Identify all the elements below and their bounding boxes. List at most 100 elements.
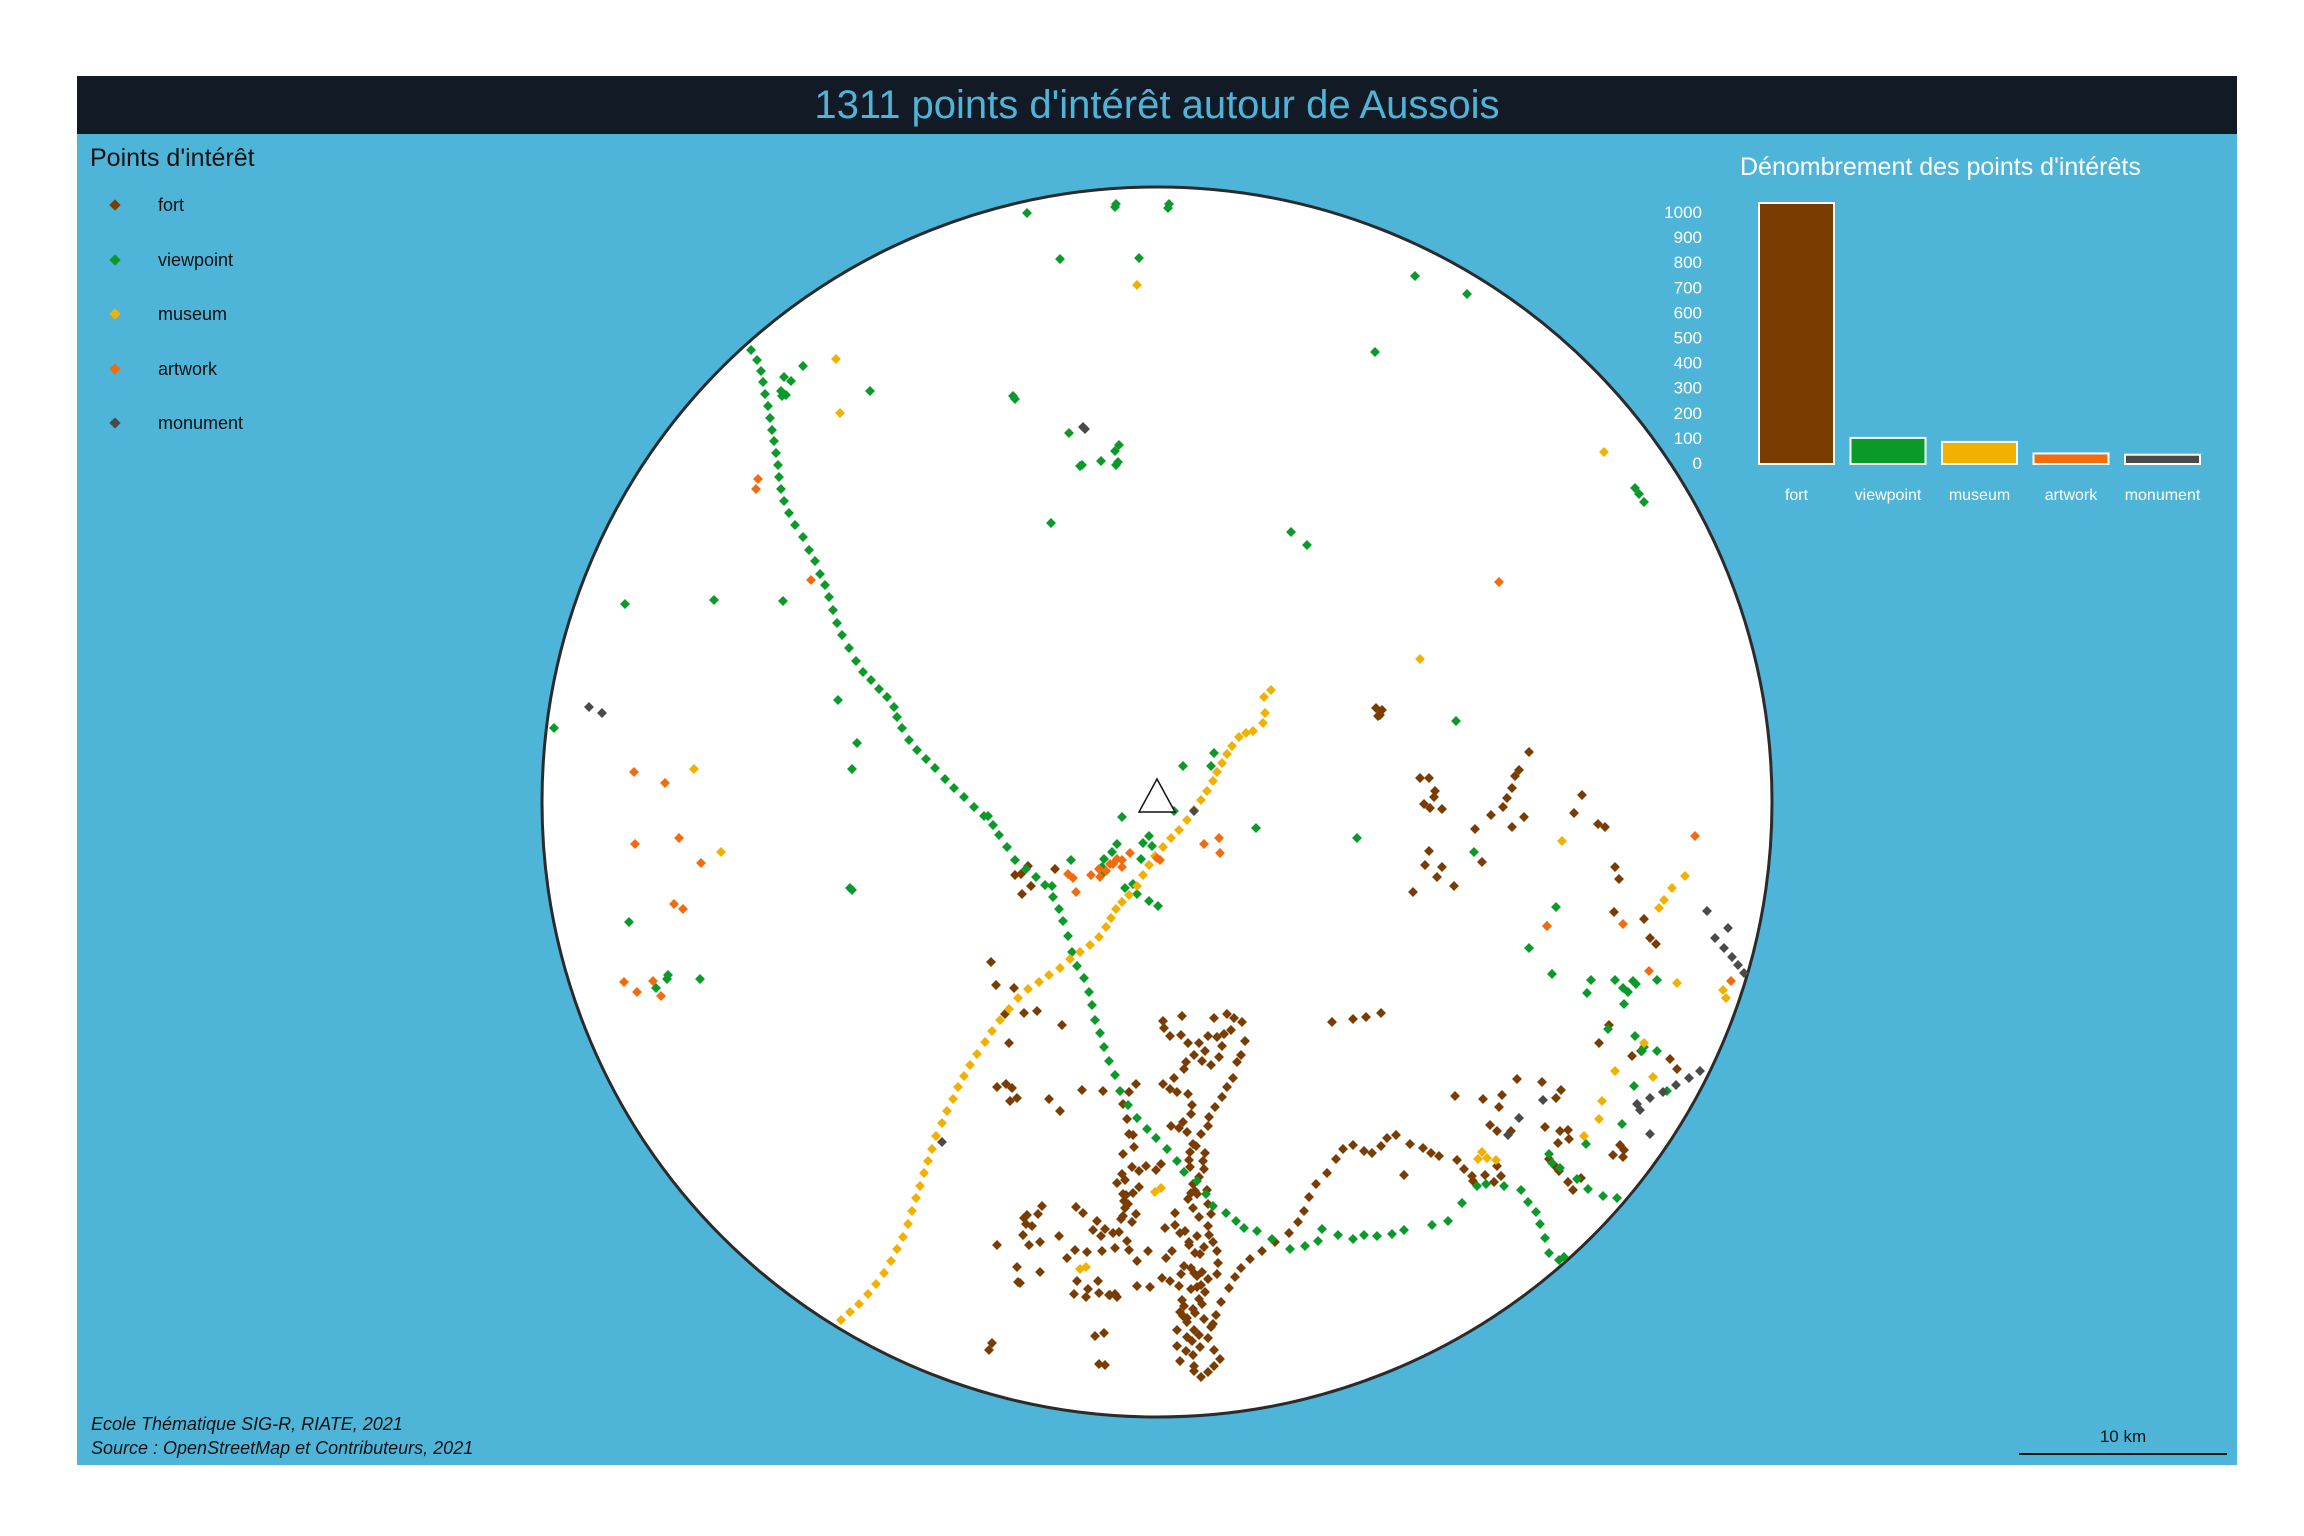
poi-museum (1085, 940, 1095, 950)
poi-fort (1577, 790, 1587, 800)
poi-viewpoint (804, 545, 814, 555)
poi-viewpoint (1066, 855, 1076, 865)
poi-artwork (619, 977, 629, 987)
poi-monument (1645, 1129, 1655, 1139)
poi-fort (1405, 1139, 1415, 1149)
poi-fort (987, 1338, 997, 1348)
poi-artwork (678, 904, 688, 914)
poi-museum (1491, 1155, 1501, 1165)
poi-artwork (656, 991, 666, 1001)
poi-fort (1199, 1314, 1209, 1324)
poi-fort (1627, 1051, 1637, 1061)
poi-fort (1112, 1292, 1122, 1302)
poi-fort (1376, 1141, 1386, 1151)
poi-fort (1609, 907, 1619, 917)
poi-fort (1432, 872, 1442, 882)
poi-fort (1024, 1240, 1034, 1250)
poi-monument (1723, 923, 1733, 933)
map-canvas[interactable]: 0 100 200 300 400 500 600 700 800 900 1000 fort view… (77, 76, 2237, 1465)
poi-fort (1514, 765, 1524, 775)
poi-viewpoint (1110, 446, 1120, 456)
poi-fort (1212, 1246, 1222, 1256)
poi-fort (1429, 792, 1439, 802)
poi-viewpoint (1619, 999, 1629, 1009)
poi-viewpoint (1524, 943, 1534, 953)
poi-viewpoint (1443, 1216, 1453, 1226)
poi-museum (886, 1256, 896, 1266)
poi-fort (1367, 1148, 1377, 1158)
poi-viewpoint (949, 783, 959, 793)
poi-viewpoint (1147, 841, 1157, 851)
poi-museum (892, 1244, 902, 1254)
poi-viewpoint (892, 712, 902, 722)
poi-viewpoint (1064, 428, 1074, 438)
poi-fort (1188, 1350, 1198, 1360)
poi-viewpoint (1531, 1207, 1541, 1217)
poi-viewpoint (1172, 1156, 1182, 1166)
poi-fort (1452, 1155, 1462, 1165)
poi-fort (1165, 1084, 1175, 1094)
poi-viewpoint (1631, 979, 1641, 989)
poi-fort (1203, 1274, 1213, 1284)
poi-fort (1510, 771, 1520, 781)
y-tick-label: 900 (1674, 228, 1702, 247)
poi-artwork (1125, 848, 1135, 858)
poi-fort (1209, 1345, 1219, 1355)
poi-artwork (1690, 831, 1700, 841)
poi-artwork (696, 858, 706, 868)
poi-viewpoint (874, 684, 884, 694)
poi-viewpoint (994, 830, 1004, 840)
poi-museum (1055, 963, 1065, 973)
poi-artwork (1071, 887, 1081, 897)
poi-fort (1112, 1178, 1122, 1188)
poi-museum (980, 1037, 990, 1047)
poi-artwork (669, 899, 679, 909)
poi-fort (1497, 1090, 1507, 1100)
poi-viewpoint (1285, 1244, 1295, 1254)
poi-fort (1373, 711, 1383, 721)
poi-artwork (1095, 872, 1105, 882)
poi-fort (1097, 1246, 1107, 1256)
poi-fort (1257, 1246, 1267, 1256)
poi-fort (1209, 1013, 1219, 1023)
poi-fort (984, 1345, 994, 1355)
y-tick-label: 800 (1674, 253, 1702, 272)
poi-museum (1217, 758, 1227, 768)
poi-fort (1600, 822, 1610, 832)
poi-viewpoint (1178, 761, 1188, 771)
y-tick-label: 600 (1674, 303, 1702, 322)
poi-fort (1425, 803, 1435, 813)
poi-fort (1195, 1342, 1205, 1352)
poi-viewpoint (1192, 1176, 1202, 1186)
poi-viewpoint (1117, 812, 1127, 822)
poi-fort (1194, 1212, 1204, 1222)
poi-fort (1203, 1221, 1213, 1231)
poi-fort (1158, 1016, 1168, 1026)
poi-fort (1184, 1240, 1194, 1250)
poi-fort (1054, 1231, 1064, 1241)
poi-fort (1096, 1231, 1106, 1241)
poi-fort (1082, 1247, 1092, 1257)
poi-fort (1299, 1206, 1309, 1216)
poi-viewpoint (1603, 1024, 1613, 1034)
poi-fort (1117, 1169, 1127, 1179)
poi-museum (1234, 732, 1244, 742)
poi-artwork (1101, 866, 1111, 876)
poi-museum (1023, 984, 1033, 994)
poi-fort (1618, 1152, 1628, 1162)
poi-fort (1122, 1236, 1132, 1246)
poi-fort (1480, 1170, 1490, 1180)
poi-viewpoint (1209, 748, 1219, 758)
poi-viewpoint (695, 974, 705, 984)
fort-symbol-icon (109, 199, 121, 211)
poi-viewpoint (988, 820, 998, 830)
poi-viewpoint (1637, 1046, 1647, 1056)
poi-fort (1206, 1209, 1216, 1219)
poi-museum (1599, 447, 1609, 457)
poi-fort (986, 957, 996, 967)
y-tick-label: 100 (1674, 429, 1702, 448)
artwork-symbol-icon (109, 362, 121, 375)
poi-viewpoint (1084, 987, 1094, 997)
poi-viewpoint (1544, 1248, 1554, 1258)
poi-viewpoint (969, 802, 979, 812)
